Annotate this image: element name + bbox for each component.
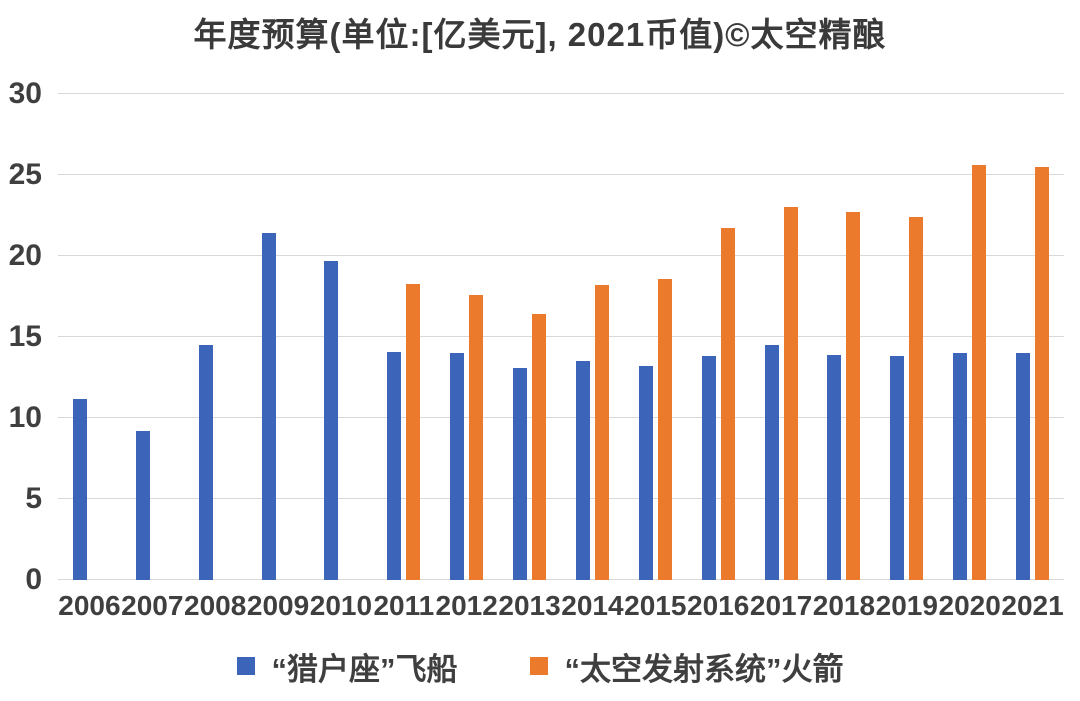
orion-bar-2014 (575, 361, 590, 580)
legend-item-sls-label: “太空发射系统”火箭 (564, 651, 844, 687)
gridline-15 (58, 336, 1064, 337)
x-tick-label-2009: 2009 (246, 590, 310, 621)
orion-bar-2013 (513, 367, 528, 580)
sls-bar-2014 (594, 285, 609, 580)
orion-bar-2007 (135, 430, 150, 580)
y-tick-label-25: 25 (8, 157, 42, 191)
sls-bar-2019 (909, 217, 924, 580)
bar-group-2010 (310, 94, 373, 580)
x-tick-label-2013: 2013 (498, 590, 561, 621)
orion-bar-2006 (72, 398, 87, 580)
y-tick-label-15: 15 (8, 320, 42, 353)
bar-group-2018 (813, 94, 876, 580)
orion-bar-2016 (701, 356, 716, 580)
bar-group-2012 (435, 94, 498, 580)
sls-bar-2012 (469, 294, 484, 580)
orion-bar-2010 (324, 260, 339, 580)
bar-group-2013 (498, 94, 561, 580)
legend: “猎户座”飞船 “太空发射系统”火箭 (0, 641, 1080, 691)
x-tick-label-2008: 2008 (184, 590, 247, 621)
bar-group-2021 (1001, 94, 1064, 580)
x-tick-label-2016: 2016 (687, 590, 750, 621)
sls-bar-2011 (406, 283, 421, 580)
plot-area (58, 93, 1064, 580)
orion-bar-2015 (638, 366, 653, 580)
y-tick-label-20: 20 (8, 238, 42, 272)
orion-bar-2008 (198, 345, 213, 580)
y-tick-label-0: 0 (25, 563, 42, 596)
x-tick-label-2014: 2014 (561, 590, 624, 621)
sls-bar-2020 (972, 165, 987, 580)
sls-bar-2017 (783, 207, 798, 580)
gridline-0 (58, 579, 1064, 580)
y-tick-label-10: 10 (8, 400, 42, 434)
legend-item-sls-swatch-icon (529, 657, 548, 675)
bar-group-2020 (938, 94, 1001, 580)
orion-bar-2009 (261, 233, 276, 580)
orion-bar-2017 (764, 345, 779, 580)
orion-bar-2020 (953, 353, 968, 580)
bar-group-2016 (687, 94, 750, 580)
x-tick-label-2021: 2021 (1001, 590, 1064, 621)
y-axis: 0 5 10 15 20 25 30 (0, 79, 44, 595)
chart-title: 年度预算(单位:[亿美元], 2021币值)©太空精酿 (193, 16, 887, 53)
x-tick-label-2018: 2018 (812, 590, 876, 621)
gridline-30 (58, 93, 1064, 94)
bar-group-2011 (372, 94, 435, 580)
y-tick-label-30: 30 (8, 77, 42, 110)
gridline-5 (58, 498, 1064, 500)
sls-bar-2015 (657, 278, 672, 580)
orion-bar-2011 (387, 351, 402, 580)
x-tick-label-2011: 2011 (373, 590, 435, 621)
bar-group-2017 (750, 94, 813, 580)
bar-group-2007 (121, 94, 184, 580)
legend-item-orion-label: “猎户座”飞船 (271, 651, 458, 687)
bar-group-2006 (58, 94, 121, 580)
x-tick-label-2020: 2020 (938, 590, 1001, 621)
orion-bar-2021 (1016, 353, 1031, 580)
gridline-10 (58, 417, 1064, 419)
bar-group-2015 (624, 94, 687, 580)
bar-group-2014 (561, 94, 624, 580)
x-tick-label-2007: 2007 (121, 590, 184, 621)
orion-bar-2019 (890, 356, 905, 580)
x-axis: 2006 2007 2008 2009 2010 2011 2012 2013 2014 2015… (58, 590, 1064, 622)
bar-group-2008 (184, 94, 247, 580)
x-tick-label-2012: 2012 (435, 590, 498, 621)
x-tick-label-2015: 2015 (624, 590, 687, 621)
bar-groups (58, 94, 1064, 580)
bar-group-2019 (875, 94, 938, 580)
sls-bar-2013 (532, 314, 547, 580)
x-tick-label-2006: 2006 (58, 590, 121, 621)
legend-item-orion-swatch-icon (236, 657, 255, 675)
sls-bar-2021 (1035, 166, 1050, 580)
x-tick-label-2017: 2017 (749, 590, 813, 621)
orion-bar-2018 (827, 354, 842, 580)
orion-bar-2012 (450, 353, 465, 580)
bar-group-2009 (247, 94, 310, 580)
gridline-20 (58, 255, 1064, 257)
x-tick-label-2019: 2019 (875, 590, 938, 621)
x-tick-label-2010: 2010 (309, 590, 373, 621)
legend-item-sls: “太空发射系统”火箭 (529, 644, 844, 689)
sls-bar-2018 (846, 212, 861, 580)
legend-item-orion: “猎户座”飞船 (236, 644, 458, 689)
sls-bar-2016 (720, 228, 735, 580)
y-tick-label-5: 5 (25, 482, 42, 515)
gridline-25 (58, 174, 1064, 175)
